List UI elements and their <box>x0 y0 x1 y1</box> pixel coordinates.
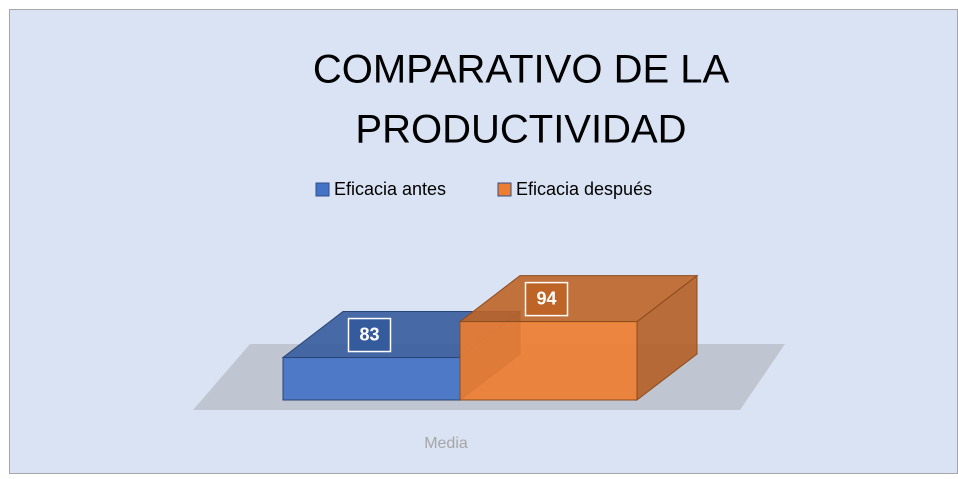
data-label: 83 <box>359 324 379 344</box>
chart-title: PRODUCTIVIDAD <box>355 108 686 152</box>
bar <box>459 321 638 401</box>
bar <box>282 357 461 401</box>
data-label-box <box>524 281 569 317</box>
legend-label: Eficacia antes <box>334 179 446 199</box>
x-tick-label: Media <box>424 435 468 452</box>
data-label-box <box>347 317 392 353</box>
data-label: 94 <box>536 288 556 308</box>
chart-title: COMPARATIVO DE LA <box>313 48 730 92</box>
legend-swatch <box>315 182 330 197</box>
legend-swatch <box>497 182 512 197</box>
legend-label: Eficacia después <box>516 179 652 199</box>
